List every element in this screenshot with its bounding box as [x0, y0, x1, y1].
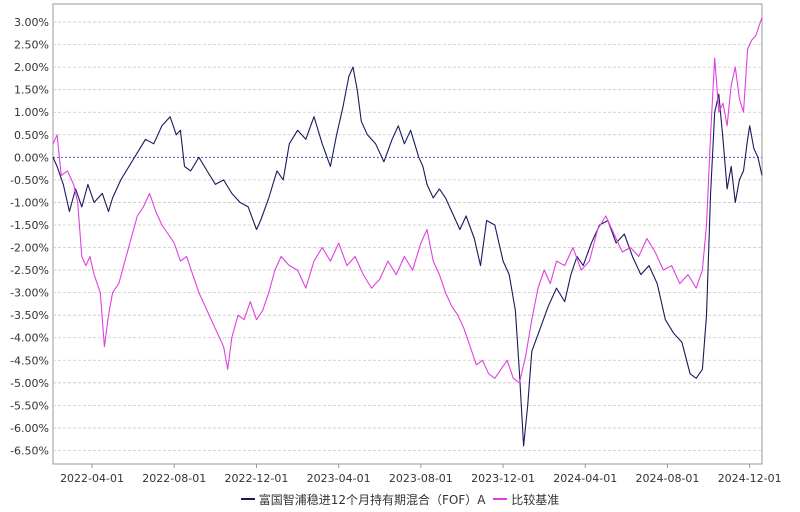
grid-layer — [52, 3, 763, 465]
y-tick-label: 2.00% — [14, 61, 49, 74]
y-tick-label: 0.00% — [14, 151, 49, 164]
line-chart: 3.00% 2.50% 2.00% 1.50% 1.00% 0.50% 0.00% -0.50… — [10, 3, 782, 485]
series-layer — [52, 17, 763, 447]
y-tick-label: -5.00% — [10, 377, 49, 390]
y-tick-label: 2.50% — [14, 39, 49, 52]
y-tick-label: 3.00% — [14, 16, 49, 29]
legend-label-fund: 富国智浦稳进12个月持有期混合（FOF）A — [258, 492, 486, 507]
x-tick-label: 2023-08-01 — [389, 472, 453, 485]
y-tick-label: -4.00% — [10, 332, 49, 345]
axis-layer: 3.00% 2.50% 2.00% 1.50% 1.00% 0.50% 0.00% -0.50… — [10, 16, 782, 485]
y-tick-label: -4.50% — [10, 354, 49, 367]
y-tick-label: 1.50% — [14, 84, 49, 97]
x-tick-label: 2022-08-01 — [142, 472, 206, 485]
y-tick-label: -1.50% — [10, 219, 49, 232]
series-line-fund — [52, 66, 763, 447]
y-tick-label: 1.00% — [14, 106, 49, 119]
y-tick-label: -3.50% — [10, 309, 49, 322]
x-tick-label: 2022-12-01 — [224, 472, 288, 485]
y-tick-label: 0.50% — [14, 129, 49, 142]
x-tick-label: 2024-04-01 — [553, 472, 617, 485]
x-tick-label: 2024-08-01 — [635, 472, 699, 485]
legend-swatch-benchmark — [493, 498, 508, 500]
x-tick-label: 2023-12-01 — [471, 472, 535, 485]
y-tick-label: -6.00% — [10, 422, 49, 435]
legend-swatch-fund — [240, 498, 255, 500]
x-tick-label: 2024-12-01 — [718, 472, 782, 485]
y-tick-label: -0.50% — [10, 174, 49, 187]
legend-item-benchmark[interactable]: 比较基准 — [493, 491, 559, 508]
y-tick-label: -6.50% — [10, 444, 49, 457]
legend-label-benchmark: 比较基准 — [511, 492, 560, 507]
y-tick-label: -3.00% — [10, 287, 49, 300]
x-tick-label: 2023-04-01 — [307, 472, 371, 485]
legend: 富国智浦稳进12个月持有期混合（FOF）A 比较基准 — [0, 489, 800, 508]
y-tick-label: -2.50% — [10, 264, 49, 277]
y-tick-label: -5.50% — [10, 399, 49, 412]
y-tick-label: -2.00% — [10, 242, 49, 255]
legend-item-fund[interactable]: 富国智浦稳进12个月持有期混合（FOF）A — [240, 491, 486, 508]
y-tick-label: -1.00% — [10, 196, 49, 209]
series-line-benchmark — [52, 17, 763, 384]
x-tick-label: 2022-04-01 — [60, 472, 124, 485]
plot-frame — [52, 3, 763, 465]
